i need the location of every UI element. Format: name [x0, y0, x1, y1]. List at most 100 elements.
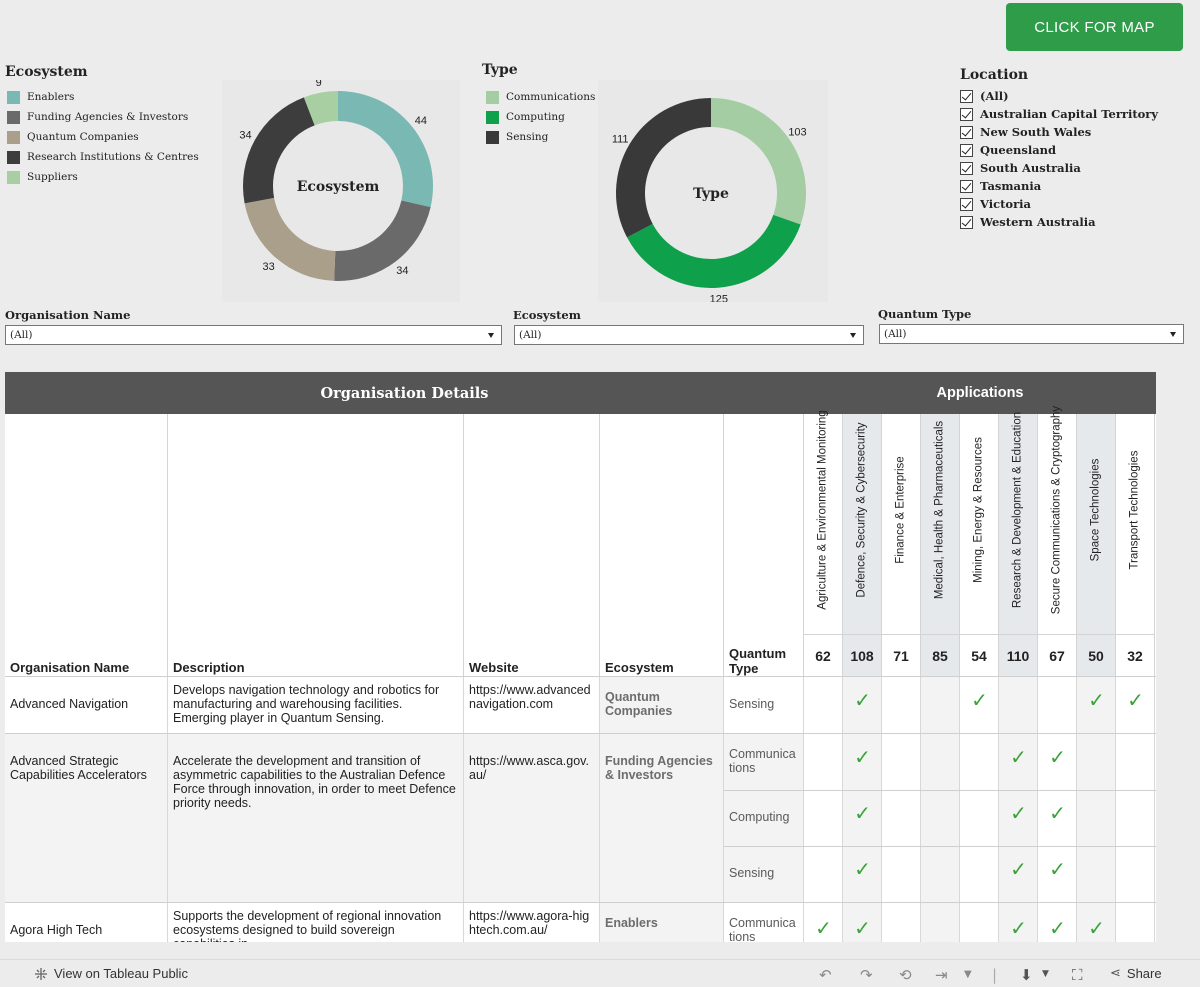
column-header-label: Quantum Type [729, 646, 787, 676]
application-column-label: Secure Communications & Cryptography [1050, 405, 1063, 615]
column-header[interactable]: Ecosystem [600, 414, 724, 676]
location-option[interactable]: Australian Capital Territory [960, 105, 1158, 123]
column-header[interactable]: Quantum Type [724, 414, 804, 676]
application-column-label: Research & Development & Education [1011, 411, 1024, 609]
divider [5, 902, 1156, 903]
row-website[interactable]: https://www.asca.gov.au/ [469, 754, 589, 782]
chevron-down-icon[interactable]: ▼ [1042, 969, 1049, 979]
application-cell [1116, 846, 1155, 902]
view-on-tableau-link[interactable]: View on Tableau Public [34, 966, 188, 981]
ecosystem-slice[interactable] [303, 91, 338, 126]
checkbox-checked-icon[interactable] [960, 143, 973, 157]
column-header[interactable]: Organisation Name [5, 414, 168, 676]
application-cell: ✓ [843, 677, 882, 733]
location-option[interactable]: Queensland [960, 141, 1158, 159]
row-quantum-type-cell: Sensing [724, 677, 804, 733]
location-option[interactable]: Western Australia [960, 213, 1158, 231]
location-option[interactable]: (All) [960, 87, 1158, 105]
row-ecosystem: Quantum Companies [605, 690, 673, 718]
type-slice[interactable] [627, 214, 801, 288]
column-header[interactable]: Website [464, 414, 600, 676]
share-button[interactable]: ⋖ Share [1110, 966, 1162, 981]
application-count: 54 [960, 634, 999, 676]
application-column-header[interactable]: Transport Technologies [1116, 414, 1155, 634]
type-legend: Communications Computing Sensing [486, 87, 595, 147]
application-cell [882, 903, 921, 942]
row-description-cell: Develops navigation technology and robot… [168, 677, 464, 733]
type-legend-item[interactable]: Computing [486, 107, 595, 127]
application-column-header[interactable]: Medical, Health & Pharmaceuticals [921, 414, 960, 634]
revert-icon[interactable]: ⟲ [899, 966, 912, 984]
quantum-type-dropdown[interactable]: (All) [879, 324, 1184, 344]
location-option[interactable]: Victoria [960, 195, 1158, 213]
checkbox-checked-icon[interactable] [960, 161, 973, 175]
undo-icon[interactable]: ↶ [819, 966, 832, 984]
ecosystem-slice-value: 33 [262, 261, 274, 273]
application-column-header[interactable]: Finance & Enterprise [882, 414, 921, 634]
fullscreen-icon[interactable]: ⛶ [1072, 966, 1083, 984]
org-name-dropdown[interactable]: (All) [5, 325, 502, 345]
ecosystem-legend-item[interactable]: Research Institutions & Centres [7, 147, 199, 167]
type-legend-swatch [486, 130, 499, 144]
application-column-header[interactable]: Agriculture & Environmental Monitoring [804, 410, 843, 634]
application-count: 71 [882, 634, 921, 676]
ecosystem-legend-item[interactable]: Suppliers [7, 167, 199, 187]
ecosystem-filter-label: Ecosystem [513, 308, 581, 322]
application-count: 62 [804, 634, 843, 676]
location-option[interactable]: South Australia [960, 159, 1158, 177]
type-legend-item[interactable]: Communications [486, 87, 595, 107]
application-column-label: Agriculture & Environmental Monitoring [816, 410, 829, 610]
row-website[interactable]: https://www.agora-hightech.com.au/ [469, 909, 590, 937]
redo-icon[interactable]: ↷ [860, 966, 873, 984]
location-option-label: Victoria [980, 197, 1031, 211]
row-name-cell: Advanced Strategic Capabilities Accelera… [5, 734, 168, 902]
application-cell [1077, 734, 1116, 790]
chevron-down-icon[interactable]: ▼ [964, 969, 972, 980]
column-header[interactable]: Description [168, 414, 464, 676]
type-donut-chart[interactable]: 103 125 111 Type [598, 80, 828, 302]
application-column-header[interactable]: Secure Communications & Cryptography [1038, 406, 1077, 634]
ecosystem-slice[interactable] [334, 200, 431, 281]
refresh-icon[interactable]: ⇥ [935, 966, 948, 984]
checkbox-checked-icon[interactable] [960, 179, 973, 193]
application-cell [804, 677, 843, 733]
ecosystem-slice[interactable] [338, 91, 433, 208]
checkmark-icon: ✓ [854, 916, 871, 940]
checkbox-checked-icon[interactable] [960, 197, 973, 211]
ecosystem-slice-value: 34 [239, 129, 251, 141]
organisation-details-header: Organisation Details [5, 372, 804, 414]
ecosystem-slice[interactable] [243, 97, 315, 204]
checkmark-icon: ✓ [854, 801, 871, 825]
ecosystem-legend-item[interactable]: Funding Agencies & Investors [7, 107, 199, 127]
checkbox-checked-icon[interactable] [960, 89, 973, 103]
row-description: Develops navigation technology and robot… [173, 683, 440, 725]
application-column-header[interactable]: Research & Development & Education [999, 412, 1038, 634]
application-count: 50 [1077, 634, 1116, 676]
type-donut-panel: 103 125 111 Type [598, 80, 828, 302]
type-slice[interactable] [616, 98, 711, 238]
application-count: 67 [1038, 634, 1077, 676]
click-for-map-button[interactable]: CLICK FOR MAP [1006, 3, 1183, 51]
application-cell [960, 734, 999, 790]
ecosystem-donut-chart[interactable]: 44 34 33 34 9 Ecosystem [222, 80, 460, 302]
checkbox-checked-icon[interactable] [960, 125, 973, 139]
location-option[interactable]: New South Wales [960, 123, 1158, 141]
ecosystem-legend-item[interactable]: Enablers [7, 87, 199, 107]
row-quantum-type: Computing [729, 810, 790, 824]
checkbox-checked-icon[interactable] [960, 107, 973, 121]
ecosystem-slice[interactable] [244, 197, 336, 281]
location-option[interactable]: Tasmania [960, 177, 1158, 195]
type-legend-item[interactable]: Sensing [486, 127, 595, 147]
type-slice[interactable] [711, 98, 806, 225]
application-column-header[interactable]: Space Technologies [1077, 414, 1116, 634]
checkmark-icon: ✓ [1010, 916, 1027, 940]
application-column-header[interactable]: Mining, Energy & Resources [960, 414, 999, 634]
row-description-cell: Accelerate the development and transitio… [168, 734, 464, 902]
ecosystem-dropdown[interactable]: (All) [514, 325, 864, 345]
download-icon[interactable]: ⬇ [1020, 966, 1033, 984]
checkbox-checked-icon[interactable] [960, 215, 973, 229]
row-website[interactable]: https://www.advancednavigation.com [469, 683, 591, 711]
ecosystem-legend-item[interactable]: Quantum Companies [7, 127, 199, 147]
row-name: Agora High Tech [10, 923, 103, 937]
application-column-header[interactable]: Defence, Security & Cybersecurity [843, 414, 882, 634]
